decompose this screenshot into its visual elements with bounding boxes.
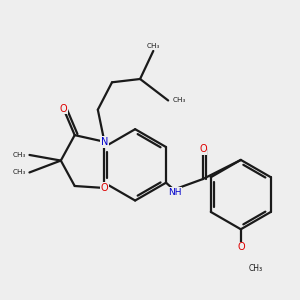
Text: N: N <box>101 137 108 147</box>
Text: O: O <box>199 144 207 154</box>
Text: O: O <box>237 242 244 252</box>
Text: CH₃: CH₃ <box>249 264 263 273</box>
Text: CH₃: CH₃ <box>13 152 26 158</box>
Text: CH₃: CH₃ <box>147 43 160 49</box>
Text: O: O <box>100 183 108 193</box>
Text: O: O <box>60 104 67 114</box>
Text: NH: NH <box>168 188 181 197</box>
Text: CH₃: CH₃ <box>13 169 26 175</box>
Text: CH₃: CH₃ <box>173 98 187 103</box>
